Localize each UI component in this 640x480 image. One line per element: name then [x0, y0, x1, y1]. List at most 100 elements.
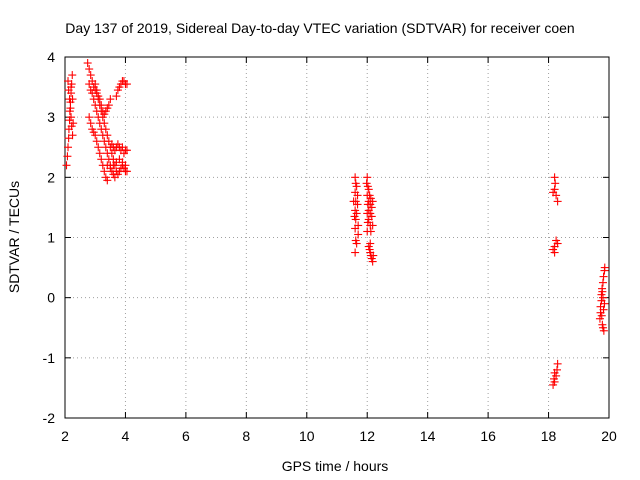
data-point: [366, 227, 375, 236]
data-point: [110, 173, 119, 182]
data-point: [69, 119, 78, 128]
data-point: [369, 251, 378, 260]
data-point: [68, 95, 77, 104]
data-point: [118, 158, 127, 167]
data-point: [95, 149, 104, 158]
data-point: [599, 305, 608, 314]
y-tick-label: 2: [47, 169, 55, 185]
data-point: [104, 155, 113, 164]
y-tick-label: -2: [43, 410, 56, 426]
y-tick-label: -1: [43, 350, 56, 366]
data-point: [101, 143, 110, 152]
data-point: [104, 101, 113, 110]
y-tick-label: 0: [47, 290, 55, 306]
data-point: [97, 155, 106, 164]
data-point: [67, 113, 76, 122]
data-point: [599, 326, 608, 335]
x-tick-label: 10: [299, 428, 315, 444]
data-point: [98, 131, 107, 140]
data-point: [100, 137, 109, 146]
data-point: [86, 119, 95, 128]
data-point: [550, 248, 559, 257]
data-point: [367, 212, 376, 221]
data-point: [64, 143, 73, 152]
data-point: [63, 152, 72, 161]
data-point: [122, 80, 131, 89]
x-tick-label: 6: [182, 428, 190, 444]
data-point: [94, 113, 103, 122]
data-point: [600, 263, 609, 272]
data-point: [97, 101, 106, 110]
data-point: [352, 182, 361, 191]
data-series-sdtvar: [62, 59, 609, 389]
data-point: [553, 365, 562, 374]
data-point: [91, 131, 100, 140]
data-point: [353, 191, 362, 200]
data-point: [92, 137, 101, 146]
data-point: [551, 179, 560, 188]
x-tick-label: 18: [541, 428, 557, 444]
data-point: [366, 239, 375, 248]
grid-lines: [65, 57, 609, 418]
data-point: [367, 203, 376, 212]
data-point: [351, 173, 360, 182]
data-point: [599, 272, 608, 281]
y-tick-label: 4: [47, 49, 55, 65]
data-point: [598, 293, 607, 302]
x-tick-label: 8: [242, 428, 250, 444]
data-point: [66, 104, 75, 113]
data-point: [368, 221, 377, 230]
data-point: [350, 212, 359, 221]
data-point: [550, 185, 559, 194]
data-point: [349, 197, 358, 206]
data-point: [368, 197, 377, 206]
data-point: [113, 86, 122, 95]
data-point: [97, 125, 106, 134]
chart-title: Day 137 of 2019, Sidereal Day-to-day VTE…: [65, 20, 574, 36]
x-tick-label: 20: [601, 428, 617, 444]
data-point: [103, 149, 112, 158]
data-point: [363, 173, 372, 182]
x-tick-label: 2: [61, 428, 69, 444]
data-point: [600, 299, 609, 308]
data-point: [598, 287, 607, 296]
data-point: [597, 311, 606, 320]
data-point: [553, 239, 562, 248]
data-point: [553, 197, 562, 206]
y-axis-label: SDTVAR / TECUs: [6, 181, 22, 293]
data-point: [550, 173, 559, 182]
data-point: [103, 176, 112, 185]
data-point: [95, 95, 104, 104]
data-point: [95, 119, 104, 128]
data-point: [94, 143, 103, 152]
y-tick-label: 1: [47, 230, 55, 246]
x-tick-label: 4: [122, 428, 130, 444]
data-point: [552, 371, 561, 380]
data-point: [354, 221, 363, 230]
data-point: [553, 359, 562, 368]
data-point: [86, 71, 95, 80]
data-point: [552, 191, 561, 200]
y-tick-label: 3: [47, 109, 55, 125]
x-axis-label: GPS time / hours: [282, 458, 389, 474]
data-point: [122, 167, 131, 176]
data-point: [68, 131, 77, 140]
data-point: [112, 92, 121, 101]
data-point: [351, 248, 360, 257]
data-point: [62, 161, 71, 170]
data-point: [100, 167, 109, 176]
data-point: [88, 89, 97, 98]
data-point: [67, 83, 76, 92]
data-point: [83, 59, 92, 68]
data-point: [85, 65, 94, 74]
x-tick-label: 16: [480, 428, 496, 444]
data-point: [550, 377, 559, 386]
data-point: [91, 80, 100, 89]
data-point: [352, 239, 361, 248]
x-tick-label: 12: [359, 428, 375, 444]
data-point: [368, 257, 377, 266]
data-point: [364, 185, 373, 194]
data-point: [85, 113, 94, 122]
